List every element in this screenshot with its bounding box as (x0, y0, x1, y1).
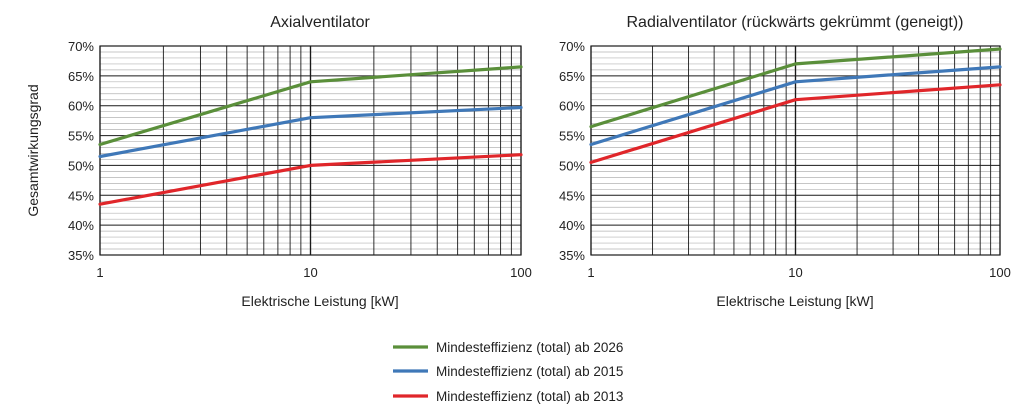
series-line-1 (98, 65, 523, 147)
y-tick-label: 60% (559, 99, 585, 114)
x-tick-label: 1 (587, 265, 594, 280)
y-tick-label: 50% (559, 158, 585, 173)
x-tick-label: 10 (303, 265, 317, 280)
series-line-3 (98, 153, 523, 206)
y-axis-label: Gesamtwirkungsgrad (25, 84, 41, 216)
plot-frame (99, 45, 522, 256)
y-tick-label: 40% (559, 218, 585, 233)
x-axis-label: Elektrische Leistung [kW] (241, 293, 398, 309)
y-tick-label: 45% (68, 188, 94, 203)
series-line-2 (98, 105, 523, 159)
x-tick-label: 100 (510, 265, 532, 280)
x-tick-label: 10 (788, 265, 802, 280)
x-tick-label: 100 (989, 265, 1011, 280)
series-line-3 (589, 83, 1002, 164)
series-line-2 (589, 65, 1002, 147)
y-tick-label: 65% (559, 69, 585, 84)
x-tick-label: 1 (96, 265, 103, 280)
y-tick-label: 70% (68, 39, 94, 54)
plot-frame (590, 45, 1001, 256)
legend-label: Mindesteffizienz (total) ab 2013 (436, 389, 623, 404)
y-tick-label: 55% (559, 129, 585, 144)
y-tick-label: 35% (559, 248, 585, 263)
legend-label: Mindesteffizienz (total) ab 2015 (436, 364, 623, 379)
chart-title: Axialventilator (270, 14, 370, 31)
legend-label: Mindesteffizienz (total) ab 2026 (436, 340, 623, 355)
y-tick-label: 65% (68, 69, 94, 84)
y-tick-label: 50% (68, 158, 94, 173)
chart-panel-1: 35% 40% 45% 50% 55% 60% 65% 70% 1 10 100 Axialventi… (25, 14, 532, 309)
y-tick-label: 40% (68, 218, 94, 233)
y-tick-label: 45% (559, 188, 585, 203)
x-axis-label: Elektrische Leistung [kW] (716, 293, 873, 309)
y-tick-label: 60% (68, 99, 94, 114)
y-tick-label: 55% (68, 129, 94, 144)
y-tick-label: 35% (68, 248, 94, 263)
series-line-1 (589, 47, 1002, 129)
y-tick-label: 70% (559, 39, 585, 54)
chart-title: Radialventilator (rückwärts gekrümmt (ge… (627, 14, 964, 31)
chart-panel-2: 35% 40% 45% 50% 55% 60% 65% 70% 1 10 100 Radialvent… (559, 14, 1011, 309)
legend: Mindesteffizienz (total) ab 2026 Mindeste… (393, 340, 623, 404)
